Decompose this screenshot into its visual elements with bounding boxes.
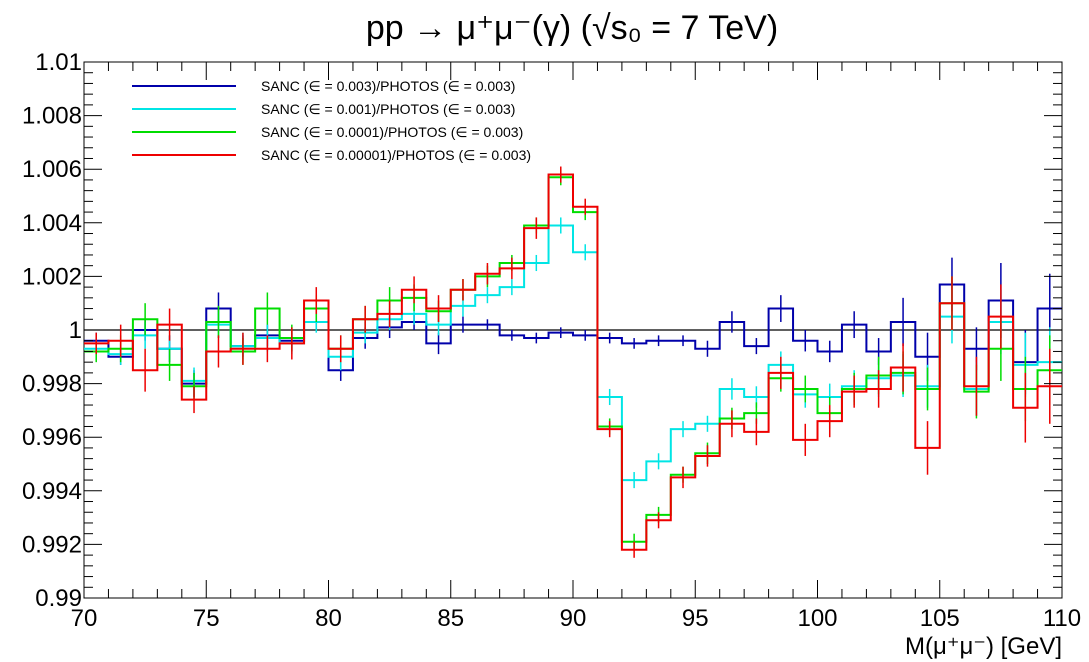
x-tick-label: 100 bbox=[797, 605, 837, 632]
y-tick-label: 1.008 bbox=[22, 103, 82, 130]
legend-label: SANC (∈ = 0.00001)/PHOTOS (∈ = 0.003) bbox=[261, 147, 531, 163]
legend: SANC (∈ = 0.003)/PHOTOS (∈ = 0.003) SANC … bbox=[132, 78, 531, 163]
x-tick-label: 80 bbox=[315, 605, 342, 632]
series-4 bbox=[84, 166, 1062, 558]
y-tick-label: 1.002 bbox=[22, 263, 82, 290]
x-tick-label: 70 bbox=[71, 605, 98, 632]
x-tick-label: 85 bbox=[437, 605, 464, 632]
axes: 0.99 0.992 0.994 0.996 0.998 1 1.002 1.004 1.006… bbox=[22, 49, 1081, 632]
y-tick-label: 1.01 bbox=[35, 49, 82, 76]
y-tick-label: 0.994 bbox=[22, 478, 82, 505]
legend-label: SANC (∈ = 0.0001)/PHOTOS (∈ = 0.003) bbox=[261, 124, 523, 140]
legend-label: SANC (∈ = 0.003)/PHOTOS (∈ = 0.003) bbox=[261, 78, 515, 94]
series-layer bbox=[84, 166, 1062, 558]
x-axis-label: M(μ⁺μ⁻) [GeV] bbox=[905, 633, 1062, 660]
x-tick-label: 90 bbox=[560, 605, 587, 632]
chart-title: pp → μ⁺μ⁻(γ) (√s₀ = 7 TeV) bbox=[366, 9, 778, 47]
y-tick-label: 1 bbox=[69, 317, 82, 344]
x-tick-label: 75 bbox=[193, 605, 220, 632]
x-tick-label: 95 bbox=[682, 605, 709, 632]
y-tick-label: 1.006 bbox=[22, 156, 82, 183]
y-tick-label: 0.998 bbox=[22, 371, 82, 398]
series-4-line bbox=[84, 173, 1062, 551]
x-tick-label: 105 bbox=[920, 605, 960, 632]
y-tick-label: 0.99 bbox=[35, 585, 82, 612]
y-tick-label: 0.992 bbox=[22, 531, 82, 558]
x-tick-label: 110 bbox=[1043, 605, 1081, 632]
y-tick-label: 1.004 bbox=[22, 210, 82, 237]
y-tick-label: 0.996 bbox=[22, 424, 82, 451]
legend-label: SANC (∈ = 0.001)/PHOTOS (∈ = 0.003) bbox=[261, 101, 515, 117]
